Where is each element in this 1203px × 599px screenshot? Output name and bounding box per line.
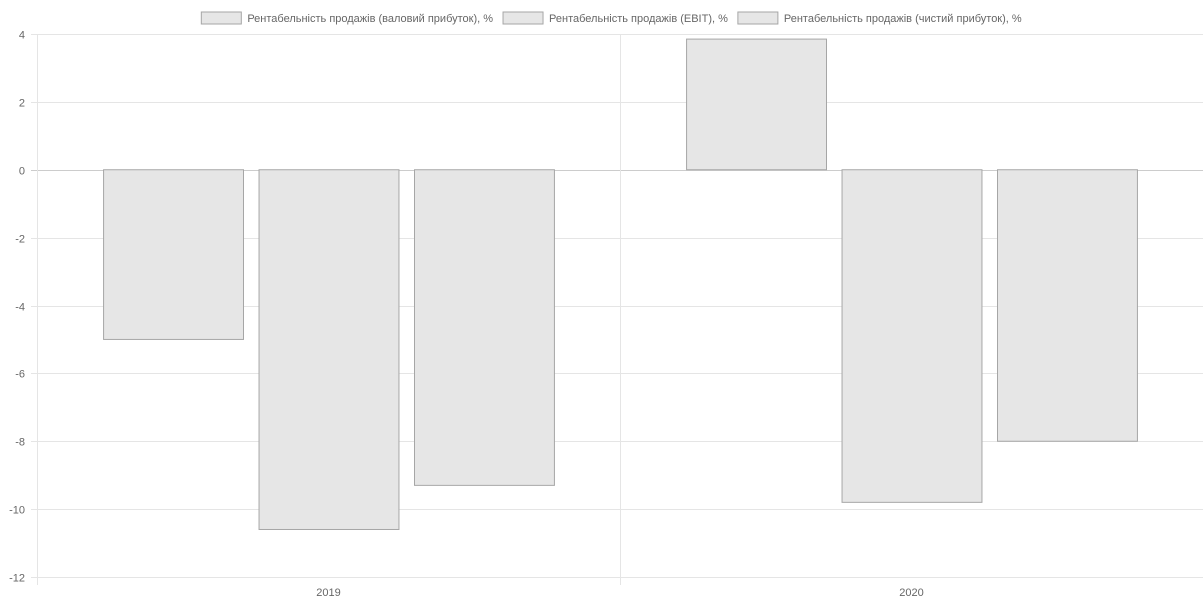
legend-swatch[interactable] [200,11,242,25]
y-tick-label: -2 [15,234,25,246]
bar[interactable] [103,169,244,340]
y-tick-label: -12 [9,573,25,585]
y-tick-label: -8 [15,437,25,449]
bars-layer [103,38,1138,530]
bar[interactable] [841,169,983,503]
y-tick-label: -4 [15,302,25,314]
axis-layer: 4 2 0 -2 -4 -6 -8 -10 -12 2019 2020 [9,30,924,599]
legend: Рентабельність продажів (валовий прибуто… [200,11,1022,25]
x-tick-label: 2020 [899,587,923,599]
y-tick-label: 2 [19,98,25,110]
bar[interactable] [258,169,400,530]
y-tick-label: 0 [19,166,25,178]
legend-swatch[interactable] [502,11,544,25]
bar[interactable] [414,169,555,486]
legend-label: Рентабельність продажів (EBIT), % [549,13,728,25]
legend-label: Рентабельність продажів (чистий прибуток… [784,13,1022,25]
legend-swatch[interactable] [737,11,779,25]
y-tick-label: -10 [9,505,25,517]
y-tick-label: 4 [19,30,25,42]
bar[interactable] [686,38,827,171]
legend-label: Рентабельність продажів (валовий прибуто… [247,13,493,25]
bar[interactable] [997,169,1138,442]
y-tick-label: -6 [15,369,25,381]
x-tick-label: 2019 [316,587,340,599]
